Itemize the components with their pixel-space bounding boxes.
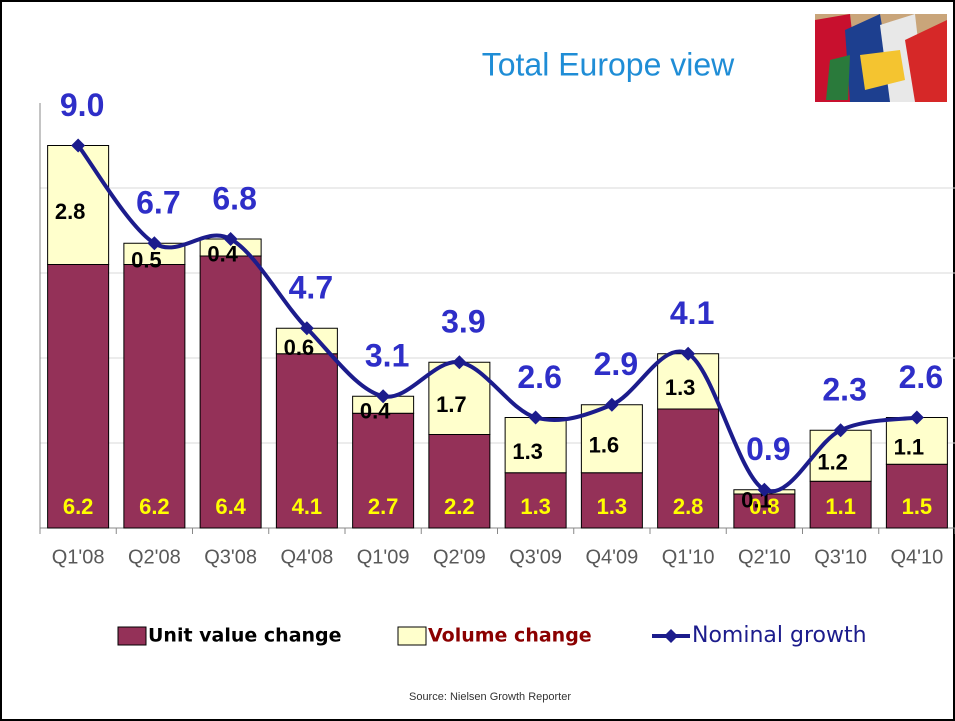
unit-value-label: 6.2 [63,494,94,519]
flags-image [815,14,947,102]
unit-value-label: 1.5 [902,494,933,519]
volume-label: 1.6 [589,433,620,458]
legend-label: Unit value change [148,625,342,647]
x-tick-label: Q4'09 [586,546,639,568]
x-tick-label: Q4'08 [281,546,334,568]
volume-label: 0.4 [360,399,391,424]
x-tick-label: Q3'08 [204,546,257,568]
line-value-label: 2.6 [517,359,561,395]
volume-label: 1.2 [817,450,848,475]
volume-label: 1.3 [512,439,543,464]
line-value-label: 3.1 [365,338,409,374]
bar-segment [124,265,185,529]
line-value-label: 6.8 [212,180,256,216]
x-tick-label: Q1'10 [662,546,715,568]
line-value-label: 4.1 [670,295,714,331]
unit-value-label: 6.2 [139,494,170,519]
legend-swatch [398,627,426,645]
unit-value-label: 1.3 [597,494,628,519]
volume-label: 1.1 [894,435,925,460]
unit-value-label: 6.4 [215,494,246,519]
chart-title: Total Europe view [482,46,735,82]
line-value-label: 2.9 [594,346,638,382]
x-tick-label: Q1'08 [52,546,105,568]
volume-label: 0.5 [131,248,162,273]
x-tick-label: Q2'09 [433,546,486,568]
unit-value-label: 1.3 [520,494,551,519]
line-value-label: 9.0 [60,87,104,123]
unit-value-label: 2.7 [368,494,399,519]
volume-label: 0.6 [284,335,315,360]
line-value-label: 2.6 [899,359,943,395]
bar-segment [200,256,261,528]
volume-label: 1.3 [665,375,696,400]
volume-label: 0.4 [207,241,238,266]
line-value-label: 6.7 [136,185,180,221]
bar-segment [48,265,109,529]
line-value-label: 0.9 [746,431,790,467]
slide: Total Europe view Source: Nielsen Growth… [0,0,955,721]
line-value-label: 3.9 [441,304,485,340]
x-tick-label: Q3'09 [509,546,562,568]
legend-label: Nominal growth [692,623,867,648]
legend-label: Volume change [428,625,592,647]
x-tick-label: Q4'10 [891,546,944,568]
unit-value-label: 4.1 [292,494,323,519]
source-note: Source: Nielsen Growth Reporter [409,691,571,703]
x-tick-label: Q2'10 [738,546,791,568]
volume-label: 2.8 [55,199,86,224]
x-tick-label: Q3'10 [814,546,867,568]
legend-swatch [118,627,146,645]
unit-value-label: 2.8 [673,494,704,519]
unit-value-label: 1.1 [825,494,856,519]
unit-value-label: 2.2 [444,494,475,519]
volume-label: 1.7 [436,392,467,417]
line-value-label: 2.3 [822,372,866,408]
x-tick-label: Q2'08 [128,546,181,568]
x-tick-label: Q1'09 [357,546,410,568]
line-value-label: 4.7 [289,270,333,306]
